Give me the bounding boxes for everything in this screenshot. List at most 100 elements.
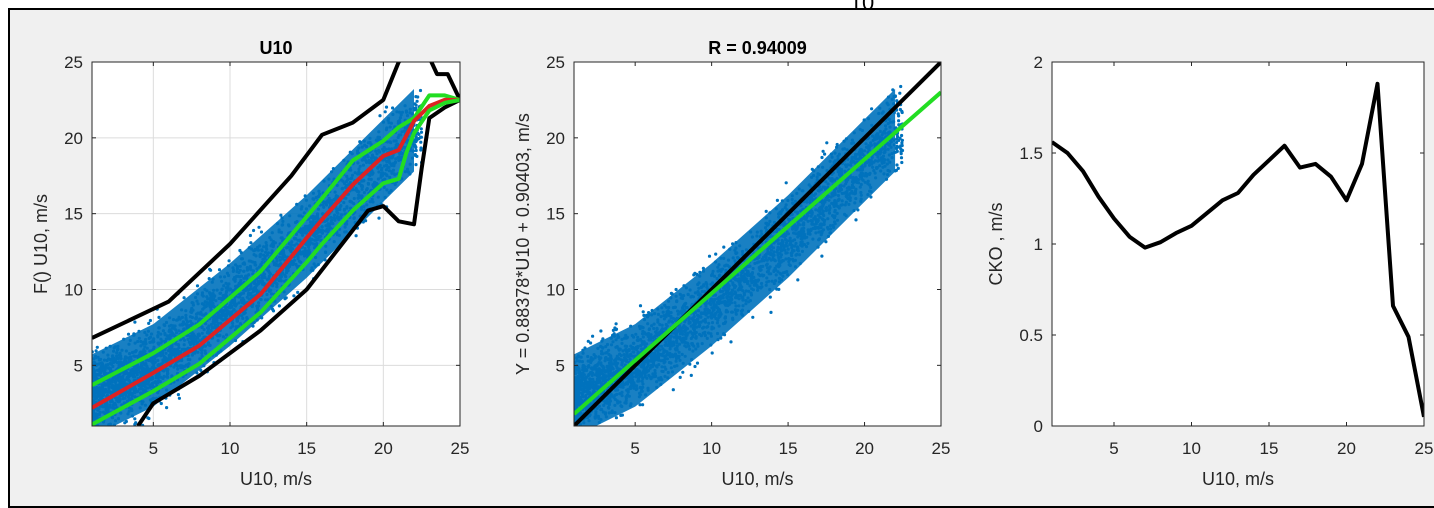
scatter-point [93,427,96,430]
scatter-point [615,328,618,331]
scatter-point [377,217,380,220]
x-tick-label: 25 [451,439,470,458]
scatter-point [355,234,358,237]
panel-1: 5 10 15 20 25 5 10 15 20 25 U10 U10, m/s F() U10, m/… [31,38,469,489]
x-axis-label: U10, m/s [240,469,312,489]
scatter-point [420,127,423,130]
scatter-point [898,92,901,95]
scatter-point [587,340,590,343]
scatter-point [722,246,725,249]
scatter-point [693,365,696,368]
scatter-point [183,296,186,299]
scatter-point [278,304,281,307]
scatter-point [165,406,168,409]
scatter-point [575,436,578,439]
scatter-point [416,100,419,103]
scatter-point [157,316,160,319]
scatter-point [776,199,779,202]
scatter-point [751,316,754,319]
scatter-point [895,163,898,166]
scatter-point [177,393,180,396]
scatter-point [378,114,381,117]
figure-canvas: 10 5 10 15 20 25 5 10 15 20 25 U10 U10, m/s F() U10,… [0,0,1434,496]
figure-top-glyph: 10 [850,0,874,15]
scatter-point [110,427,113,430]
scatter-point [218,268,221,271]
scatter-point [121,430,124,433]
scatter-point [134,421,137,424]
scatter-point [91,433,94,436]
scatter-point [898,146,901,149]
scatter-point [900,156,903,159]
scatter-point [414,95,417,98]
scatter-point [127,333,130,336]
x-tick-label: 20 [374,439,393,458]
scatter-point [228,259,231,262]
scatter-point [796,278,799,281]
scatter-point [675,288,678,291]
scatter-point [419,141,422,144]
scatter-point [238,249,241,252]
scatter-point [296,291,299,294]
scatter-point [249,241,252,244]
scatter-point [870,107,873,110]
y-tick-label: 15 [64,205,83,224]
scatter-point [147,417,150,420]
scatter-point [414,163,417,166]
scatter-point [415,155,418,158]
scatter-point [106,441,109,444]
x-tick-label: 10 [221,439,240,458]
scatter-point [149,319,152,322]
scatter-point [196,284,199,287]
scatter-point [897,119,900,122]
scatter-point [419,148,422,151]
scatter-point [102,428,105,431]
scatter-point [385,106,388,109]
scatter-point [690,374,693,377]
x-tick-label: 15 [297,439,316,458]
scatter-point [641,403,644,406]
scatter-point [178,397,181,400]
scatter-point [587,427,590,430]
y-tick-label: 5 [74,356,83,375]
scatter-point [639,304,642,307]
scatter-point [900,152,903,155]
scatter-point [257,226,260,229]
scatter-point [765,210,768,213]
scatter-point [615,416,618,419]
scatter-point [93,437,96,440]
scatter-point [279,214,282,217]
scatter-point [820,156,823,159]
scatter-point [160,402,163,405]
scatter-point [384,110,387,113]
scatter-point [125,432,128,435]
chart-title: U10 [259,38,292,58]
scatter-point [252,229,255,232]
scatter-point [822,150,825,153]
x-tick-label: 5 [149,439,158,458]
scatter-point [260,230,263,233]
y-axis-label: F() U10, m/s [31,194,51,294]
scatter-point [615,322,618,325]
y-tick-label: 25 [64,53,83,72]
scatter-point [591,335,594,338]
scatter-point [708,255,711,258]
scatter-point [420,131,423,134]
scatter-point [599,329,602,332]
scatter-point [900,161,903,164]
scatter-point [415,104,418,107]
figure: 10 5 10 15 20 25 5 10 15 20 25 U10 U10, m/s F() U10,… [0,0,1434,496]
scatter-point [133,321,136,324]
scatter-point [133,417,136,420]
y-tick-label: 20 [64,129,83,148]
scatter-point [414,146,417,149]
scatter-point [147,322,150,325]
scatter-point [579,433,582,436]
scatter-point [292,294,295,297]
scatter-point [577,431,580,434]
scatter-point [96,346,99,349]
scatter-point [576,428,579,431]
scatter-point [574,427,577,430]
y-tick-label: 10 [64,281,83,300]
